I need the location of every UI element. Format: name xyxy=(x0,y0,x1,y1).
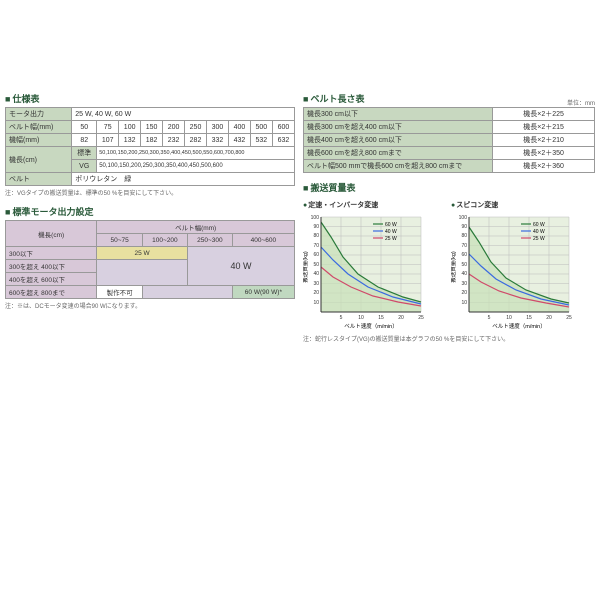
spec-table: モータ出力25 W, 40 W, 60 W ベルト幅(mm) 507510015… xyxy=(5,107,295,186)
svg-text:50: 50 xyxy=(313,262,319,268)
length-table: 機長300 cm以下機長×2＋225 機長300 cmを超え400 cm以下機長… xyxy=(303,107,595,173)
svg-text:80: 80 xyxy=(461,233,467,239)
svg-text:搬送質量(kg): 搬送質量(kg) xyxy=(303,251,309,283)
mass-title: 搬送質量表 xyxy=(303,179,595,196)
svg-text:10: 10 xyxy=(358,315,364,321)
motor-table: 機長(cm)ベルト幅(mm) 50~75100~200250~300400~60… xyxy=(5,220,295,299)
svg-text:20: 20 xyxy=(398,315,404,321)
left-col: 仕様表 モータ出力25 W, 40 W, 60 W ベルト幅(mm) 50751… xyxy=(5,90,295,343)
svg-text:90: 90 xyxy=(313,224,319,230)
svg-text:40 W: 40 W xyxy=(385,229,397,235)
spec-title: 仕様表 xyxy=(5,90,295,107)
svg-text:30: 30 xyxy=(461,281,467,287)
spec-note: 注：VGタイプの搬送質量は、標準の50 %を目安にして下さい。 xyxy=(5,188,295,197)
svg-text:搬送質量(kg): 搬送質量(kg) xyxy=(451,251,457,283)
svg-text:60: 60 xyxy=(461,252,467,258)
spec-motor-label: モータ出力 xyxy=(6,108,72,121)
svg-text:10: 10 xyxy=(461,300,467,306)
length-unit: 単位：mm xyxy=(567,98,595,107)
chart-inverter: 定速・インバータ変速 102030405060708090100 xyxy=(303,200,447,332)
length-title: ベルト長さ表 xyxy=(303,90,364,107)
svg-text:40: 40 xyxy=(461,271,467,277)
svg-text:40 W: 40 W xyxy=(533,229,545,235)
svg-text:5: 5 xyxy=(340,315,343,321)
svg-text:15: 15 xyxy=(526,315,532,321)
svg-text:25 W: 25 W xyxy=(385,236,397,242)
svg-text:25: 25 xyxy=(418,315,424,321)
chart2-svg: 10 20 30 40 50 60 70 80 90 100 5 10 15 20 25 ベルト速度（m/… xyxy=(451,212,591,332)
svg-text:25 W: 25 W xyxy=(533,236,545,242)
svg-text:70: 70 xyxy=(313,243,319,249)
svg-text:60 W: 60 W xyxy=(385,222,397,228)
svg-text:70: 70 xyxy=(461,243,467,249)
svg-text:40: 40 xyxy=(313,271,319,277)
svg-text:20: 20 xyxy=(461,290,467,296)
svg-text:20: 20 xyxy=(313,290,319,296)
right-col: ベルト長さ表 単位：mm 機長300 cm以下機長×2＋225 機長300 cm… xyxy=(303,90,595,343)
svg-text:50: 50 xyxy=(461,262,467,268)
mass-note: 注：蛇行レスタイプ(VG)の搬送質量は本グラフの50 %を目安にして下さい。 xyxy=(303,334,595,343)
svg-text:60 W: 60 W xyxy=(533,222,545,228)
svg-text:5: 5 xyxy=(488,315,491,321)
chart1-svg: 10 20 30 40 50 60 70 80 90 100 5 10 15 20 25 ベルト速度（m/… xyxy=(303,212,443,332)
svg-text:25: 25 xyxy=(566,315,572,321)
svg-text:60: 60 xyxy=(313,252,319,258)
svg-text:100: 100 xyxy=(311,215,320,221)
svg-text:90: 90 xyxy=(461,224,467,230)
svg-text:10: 10 xyxy=(506,315,512,321)
page-container: 仕様表 モータ出力25 W, 40 W, 60 W ベルト幅(mm) 50751… xyxy=(5,90,595,343)
svg-text:15: 15 xyxy=(378,315,384,321)
svg-text:ベルト速度（m/min）: ベルト速度（m/min） xyxy=(492,322,545,330)
svg-text:10: 10 xyxy=(313,300,319,306)
svg-text:30: 30 xyxy=(313,281,319,287)
motor-title: 標準モータ出力設定 xyxy=(5,203,295,220)
charts-row: 定速・インバータ変速 102030405060708090100 xyxy=(303,200,595,332)
svg-text:ベルト速度（m/min）: ベルト速度（m/min） xyxy=(344,322,397,330)
motor-note: 注：※は、DCモータ変速の場合90 Wになります。 xyxy=(5,301,295,310)
chart-speedcon: スピコン変速 102030405060708090100 xyxy=(451,200,595,332)
svg-text:100: 100 xyxy=(459,215,468,221)
svg-text:80: 80 xyxy=(313,233,319,239)
svg-text:20: 20 xyxy=(546,315,552,321)
